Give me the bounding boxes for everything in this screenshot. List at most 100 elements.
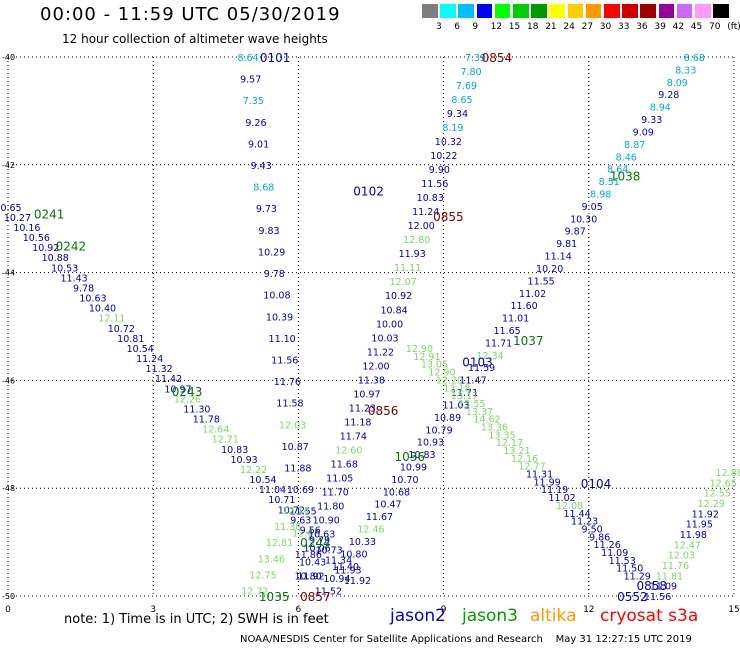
scale-label: 6 — [454, 22, 460, 32]
swh-value: 11.18 — [344, 417, 371, 428]
chart-grid — [7, 56, 735, 597]
scale-label: 15 — [508, 22, 521, 32]
swh-value: 9.43 — [251, 161, 272, 172]
swh-value: 11.53 — [609, 556, 636, 567]
swh-value: 10.68 — [383, 487, 410, 498]
swh-value: 11.44 — [564, 509, 591, 520]
swh-value: 12.55 — [704, 489, 731, 500]
swh-value: 11.24 — [136, 354, 163, 365]
pass-time-label: 0243 — [172, 385, 203, 399]
swh-value: 10.65 — [0, 203, 22, 214]
y-tick-label: -50 — [2, 592, 15, 601]
swh-value: 8.87 — [624, 140, 645, 151]
scale-label: (ft) — [727, 22, 740, 32]
swh-value: 11.11 — [394, 263, 421, 274]
y-tick-label: -48 — [2, 484, 15, 493]
swh-value: 10.83 — [417, 193, 444, 204]
pass-time-label: 0104 — [581, 477, 612, 491]
swh-value: 11.74 — [340, 431, 367, 442]
legend-altika: altika — [530, 606, 577, 626]
swh-value: 8.98 — [590, 190, 611, 201]
swh-value: 11.93 — [334, 566, 361, 577]
swh-value: 9.34 — [447, 109, 468, 120]
swh-value: 11.56 — [644, 592, 671, 603]
swh-value: 9.57 — [240, 75, 261, 86]
swh-value: 12.29 — [698, 499, 725, 510]
scale-swatch — [604, 4, 620, 18]
swh-value: 11.40 — [332, 562, 359, 573]
pass-time-label: 0101 — [260, 51, 291, 65]
swh-value: 11.80 — [317, 501, 344, 512]
scale-label: 27 — [581, 22, 594, 32]
y-tick-label: -46 — [2, 376, 15, 385]
swh-value: 11.88 — [284, 463, 311, 474]
swh-value: 10.88 — [42, 253, 69, 264]
swh-value: 10.90 — [313, 515, 340, 526]
swh-value: 10.83 — [408, 450, 435, 461]
swh-value: 10.29 — [258, 247, 285, 258]
y-tick-label: -44 — [2, 269, 15, 278]
x-tick-label: 15 — [728, 605, 739, 615]
swh-value: 12.03 — [279, 420, 306, 431]
swh-value: 10.63 — [308, 529, 335, 540]
swh-value: 10.80 — [294, 572, 321, 583]
pass-time-label: 0858 — [636, 579, 667, 593]
chart-subtitle: 12 hour collection of altimeter wave hei… — [62, 32, 328, 46]
swh-value: 11.42 — [155, 374, 182, 385]
swh-value: 13.55 — [458, 399, 485, 410]
swh-value: 9.87 — [565, 227, 586, 238]
swh-value: 9.01 — [248, 139, 269, 150]
swh-value: 10.08 — [263, 291, 290, 302]
swh-value: 13.36 — [481, 422, 508, 433]
pass-time-label: 1038 — [610, 170, 641, 184]
swh-value: 11.43 — [61, 273, 88, 284]
swh-value: 12.22 — [240, 465, 267, 476]
swh-value: 11.78 — [193, 415, 220, 426]
swh-value: 11.95 — [686, 520, 713, 531]
pass-time-label: 0242 — [56, 240, 87, 254]
swh-value: 9.26 — [245, 118, 266, 129]
swh-value: 10.93 — [231, 455, 258, 466]
scale-label: 30 — [599, 22, 612, 32]
swh-value: 11.60 — [511, 301, 538, 312]
swh-value: 11.03 — [442, 400, 469, 411]
swh-value: 10.92 — [32, 243, 59, 254]
swh-value: 10.69 — [287, 485, 314, 496]
swh-value: 10.87 — [282, 442, 309, 453]
y-tick-label: -40 — [2, 53, 15, 62]
swh-value: 9.90 — [429, 165, 450, 176]
pass-annotations: 0101 0854 0102 1038 0855 0241 0242 1037 0103 0243… — [34, 51, 667, 604]
scale-swatch — [695, 4, 711, 18]
x-tick-label: 12 — [583, 605, 594, 615]
credit-line: NOAA/NESDIS Center for Satellite Applica… — [240, 634, 692, 645]
swh-value: 12.26 — [174, 394, 201, 405]
x-tick-label: 0 — [5, 605, 11, 615]
x-tick-label: 6 — [296, 605, 302, 615]
swh-value: 11.56 — [421, 179, 448, 190]
swh-value: 11.71 — [451, 388, 478, 399]
swh-value: 11.30 — [183, 404, 210, 415]
swh-value: 12.16 — [511, 454, 538, 465]
scale-label: 12 — [490, 22, 503, 32]
swh-value: 7.80 — [460, 67, 481, 78]
swh-value: 12.03 — [668, 551, 695, 562]
swh-value: 9.78 — [264, 269, 285, 280]
swh-value: 10.92 — [385, 291, 412, 302]
swh-value: 8.68 — [253, 183, 274, 194]
swh-value: 12.81 — [266, 538, 293, 549]
scale-label: 21 — [545, 22, 557, 32]
swh-value: 9.50 — [582, 524, 603, 535]
scale-label: 9 — [472, 22, 479, 32]
swh-value: 7.35 — [243, 96, 264, 107]
swh-value: 9.83 — [258, 226, 279, 237]
swh-value: 10.20 — [536, 264, 563, 275]
scale-swatch — [422, 4, 438, 18]
swh-value: 13.37 — [466, 407, 493, 418]
swh-value: 8.51 — [599, 177, 620, 188]
scale-swatch — [549, 4, 565, 18]
swh-value: 8.64 — [607, 165, 628, 176]
swh-value: 11.26 — [594, 540, 621, 551]
swh-value: 10.06 — [304, 543, 331, 554]
swh-value: 12.08 — [556, 501, 583, 512]
swh-value: 12.14 — [282, 506, 309, 517]
